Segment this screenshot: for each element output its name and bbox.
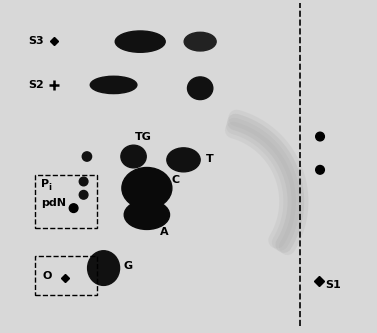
Text: S3: S3: [29, 36, 44, 46]
Circle shape: [316, 132, 324, 141]
Text: C: C: [172, 175, 180, 185]
Bar: [35, 256, 97, 295]
Text: S1: S1: [326, 280, 342, 290]
Circle shape: [316, 166, 324, 174]
Text: pdN: pdN: [41, 198, 66, 208]
Ellipse shape: [79, 190, 88, 199]
Ellipse shape: [122, 167, 172, 209]
Ellipse shape: [90, 76, 137, 94]
Text: P: P: [41, 179, 49, 189]
Ellipse shape: [184, 32, 216, 51]
Text: T: T: [206, 154, 214, 164]
Text: O: O: [43, 271, 52, 281]
Ellipse shape: [121, 145, 146, 168]
Ellipse shape: [87, 251, 120, 285]
Ellipse shape: [167, 148, 200, 172]
Circle shape: [69, 204, 78, 212]
Ellipse shape: [82, 152, 92, 161]
Text: S2: S2: [29, 80, 44, 90]
Ellipse shape: [79, 177, 88, 186]
Text: TG: TG: [135, 132, 152, 142]
Ellipse shape: [187, 77, 213, 100]
Text: A: A: [159, 227, 168, 237]
Ellipse shape: [115, 31, 165, 52]
Text: i: i: [49, 182, 52, 192]
Bar: [35, 175, 97, 228]
Ellipse shape: [124, 200, 170, 229]
Text: G: G: [124, 261, 133, 271]
